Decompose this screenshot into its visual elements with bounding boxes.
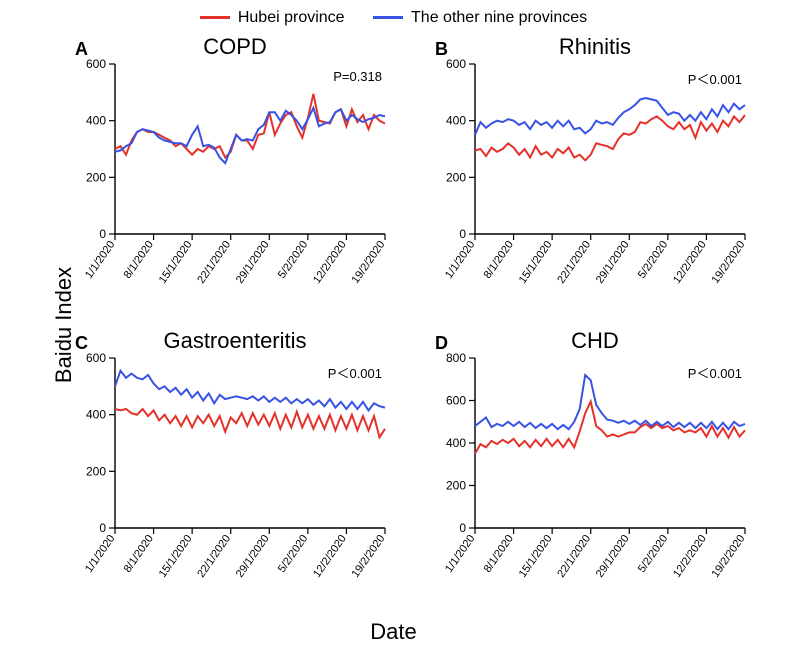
xtick-label: 19/2/2020 xyxy=(710,239,748,286)
xtick-label: 29/1/2020 xyxy=(594,533,632,580)
legend-swatch-hubei xyxy=(200,16,230,19)
xtick-label: 15/1/2020 xyxy=(517,239,555,286)
xtick-label: 29/1/2020 xyxy=(234,533,272,580)
xtick-label: 1/1/2020 xyxy=(83,239,117,281)
xtick-label: 8/1/2020 xyxy=(482,239,516,281)
legend-item-hubei: Hubei province xyxy=(200,9,345,27)
legend: Hubei province The other nine provinces xyxy=(0,6,787,27)
ytick-label: 800 xyxy=(446,351,466,365)
series-line-other xyxy=(115,371,385,411)
xtick-label: 29/1/2020 xyxy=(234,239,272,286)
xtick-label: 12/2/2020 xyxy=(311,239,349,286)
xtick-label: 1/1/2020 xyxy=(83,533,117,575)
xtick-label: 1/1/2020 xyxy=(443,533,477,575)
chart-svg-C: 0 200 400 600 1/1/20208/1/202015/1/202022/1/… xyxy=(70,328,400,598)
x-axis-label: Date xyxy=(0,619,787,645)
xtick-label: 5/2/2020 xyxy=(636,239,670,281)
ytick-label: 400 xyxy=(446,114,466,128)
series-line-other xyxy=(115,108,385,163)
xtick-label: 15/1/2020 xyxy=(517,533,555,580)
xtick-label: 29/1/2020 xyxy=(594,239,632,286)
ytick-label: 200 xyxy=(446,170,466,184)
ytick-label: 600 xyxy=(86,57,106,71)
xtick-label: 19/2/2020 xyxy=(350,239,388,286)
xtick-label: 15/1/2020 xyxy=(157,239,195,286)
xtick-label: 8/1/2020 xyxy=(482,533,516,575)
chart-svg-B: 0 200 400 600 1/1/20208/1/202015/1/202022/1/… xyxy=(430,34,760,304)
figure-root: Hubei province The other nine provinces … xyxy=(0,0,787,649)
ytick-label: 600 xyxy=(446,394,466,408)
xtick-label: 12/2/2020 xyxy=(671,533,709,580)
series-line-other xyxy=(475,375,745,429)
chart-svg-D: 0 200 400 600 800 1/1/20208/1/202015/1/202022… xyxy=(430,328,760,598)
xtick-label: 5/2/2020 xyxy=(276,533,310,575)
ytick-label: 600 xyxy=(86,351,106,365)
ytick-label: 400 xyxy=(446,436,466,450)
panel-D: DCHDP＜0.00102004006008001/1/20208/1/2020… xyxy=(430,328,760,598)
panel-A: ACOPDP=0.31802004006001/1/20208/1/202015… xyxy=(70,34,400,304)
ytick-label: 200 xyxy=(86,464,106,478)
ytick-label: 400 xyxy=(86,408,106,422)
panel-B: BRhinitisP＜0.00102004006001/1/20208/1/20… xyxy=(430,34,760,304)
legend-label-hubei: Hubei province xyxy=(238,9,345,27)
ytick-label: 0 xyxy=(459,227,466,241)
xtick-label: 8/1/2020 xyxy=(122,239,156,281)
xtick-label: 19/2/2020 xyxy=(350,533,388,580)
xtick-label: 15/1/2020 xyxy=(157,533,195,580)
series-line-hubei xyxy=(115,409,385,437)
xtick-label: 22/1/2020 xyxy=(195,239,233,286)
xtick-label: 5/2/2020 xyxy=(276,239,310,281)
panel-C: CGastroenteritisP＜0.00102004006001/1/202… xyxy=(70,328,400,598)
chart-svg-A: 0 200 400 600 1/1/20208/1/202015/1/202022/1/… xyxy=(70,34,400,304)
ytick-label: 0 xyxy=(99,521,106,535)
xtick-label: 1/1/2020 xyxy=(443,239,477,281)
ytick-label: 200 xyxy=(86,170,106,184)
xtick-label: 12/2/2020 xyxy=(311,533,349,580)
series-line-hubei xyxy=(115,94,385,158)
xtick-label: 8/1/2020 xyxy=(122,533,156,575)
xtick-label: 19/2/2020 xyxy=(710,533,748,580)
xtick-label: 22/1/2020 xyxy=(555,533,593,580)
ytick-label: 0 xyxy=(99,227,106,241)
ytick-label: 0 xyxy=(459,521,466,535)
legend-label-other: The other nine provinces xyxy=(411,9,587,27)
xtick-label: 22/1/2020 xyxy=(195,533,233,580)
legend-swatch-other xyxy=(373,16,403,19)
xtick-label: 12/2/2020 xyxy=(671,239,709,286)
xtick-label: 5/2/2020 xyxy=(636,533,670,575)
ytick-label: 200 xyxy=(446,479,466,493)
ytick-label: 400 xyxy=(86,114,106,128)
legend-item-other: The other nine provinces xyxy=(373,9,587,27)
ytick-label: 600 xyxy=(446,57,466,71)
xtick-label: 22/1/2020 xyxy=(555,239,593,286)
